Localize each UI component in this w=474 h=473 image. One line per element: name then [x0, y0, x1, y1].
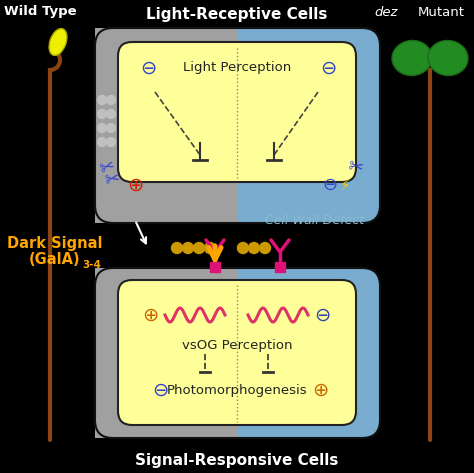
Circle shape [107, 138, 116, 147]
Bar [95, 28, 237, 223]
Text: Light-Receptive Cells: Light-Receptive Cells [146, 8, 328, 23]
Text: (GalA): (GalA) [29, 252, 81, 266]
Circle shape [98, 110, 107, 119]
Circle shape [172, 243, 182, 254]
Text: vsOG Perception: vsOG Perception [182, 339, 292, 351]
Circle shape [107, 96, 116, 105]
Circle shape [259, 243, 271, 254]
Ellipse shape [49, 28, 67, 55]
Circle shape [193, 243, 204, 254]
Bar [95, 268, 237, 438]
Text: Light Perception: Light Perception [183, 61, 291, 75]
Text: 3-4: 3-4 [82, 260, 101, 270]
Circle shape [98, 123, 107, 132]
Text: ⊕: ⊕ [312, 380, 328, 400]
Text: Signal-Responsive Cells: Signal-Responsive Cells [135, 453, 339, 467]
Ellipse shape [392, 41, 432, 76]
FancyBboxPatch shape [95, 28, 380, 223]
Text: dez: dez [374, 6, 398, 18]
Text: ⊖: ⊖ [320, 59, 336, 78]
Text: Dark Signal: Dark Signal [7, 236, 103, 251]
FancyBboxPatch shape [95, 28, 380, 223]
FancyBboxPatch shape [210, 262, 220, 272]
Circle shape [98, 96, 107, 105]
Text: ⊖: ⊖ [140, 59, 156, 78]
Text: Photomorphogenesis: Photomorphogenesis [167, 384, 307, 396]
Circle shape [182, 243, 193, 254]
Text: ✂: ✂ [346, 158, 364, 178]
Text: Wild Type: Wild Type [4, 6, 76, 18]
Text: ✂: ✂ [103, 170, 121, 190]
Circle shape [107, 123, 116, 132]
Circle shape [204, 243, 216, 254]
Text: ⊖: ⊖ [314, 306, 330, 324]
Circle shape [237, 243, 248, 254]
FancyBboxPatch shape [118, 42, 356, 182]
FancyBboxPatch shape [95, 268, 380, 438]
FancyBboxPatch shape [118, 280, 356, 425]
Text: Cell Wall Defect: Cell Wall Defect [265, 213, 365, 227]
FancyBboxPatch shape [275, 262, 285, 272]
Text: ⊕: ⊕ [142, 306, 158, 324]
FancyBboxPatch shape [95, 268, 380, 438]
Circle shape [107, 110, 116, 119]
Text: ⊕: ⊕ [127, 175, 143, 194]
Text: ⊖: ⊖ [152, 380, 168, 400]
Text: ⚡: ⚡ [340, 177, 350, 193]
Text: ⊖: ⊖ [322, 176, 337, 194]
Text: Mutant: Mutant [418, 6, 465, 18]
Text: ✂: ✂ [97, 157, 117, 179]
Circle shape [248, 243, 259, 254]
Circle shape [98, 138, 107, 147]
Ellipse shape [428, 41, 468, 76]
